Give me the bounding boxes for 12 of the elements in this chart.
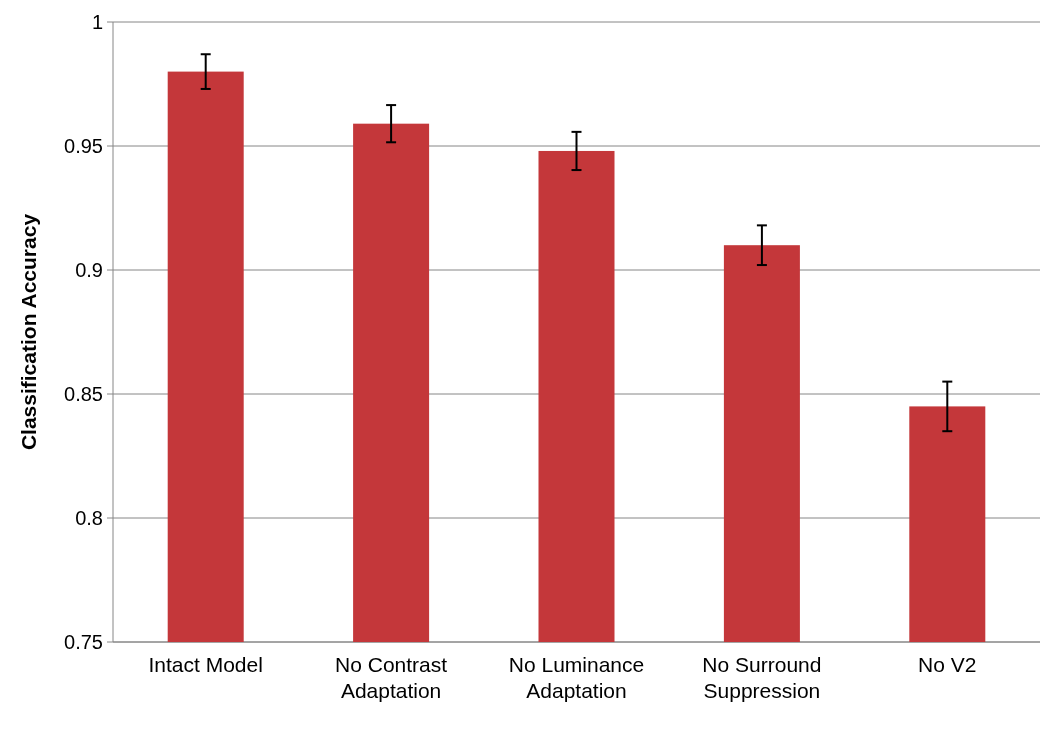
y-tick-label: 0.75 (64, 631, 103, 653)
y-axis-title: Classification Accuracy (17, 213, 40, 451)
x-tick-label: Intact Model (148, 653, 263, 676)
y-tick-label: 0.8 (75, 507, 103, 529)
x-tick-label: No Surround Suppression (702, 653, 822, 702)
x-tick-label: No Luminance Adaptation (508, 653, 645, 702)
y-tick-label: 0.95 (64, 135, 103, 157)
y-tick-label: 1 (91, 11, 103, 33)
x-tick-label: No Contrast Adaptation (335, 653, 448, 702)
y-tick-label: 0.9 (75, 259, 103, 281)
x-tick-label: No V2 (918, 653, 977, 676)
y-tick-label: 0.85 (64, 383, 103, 405)
